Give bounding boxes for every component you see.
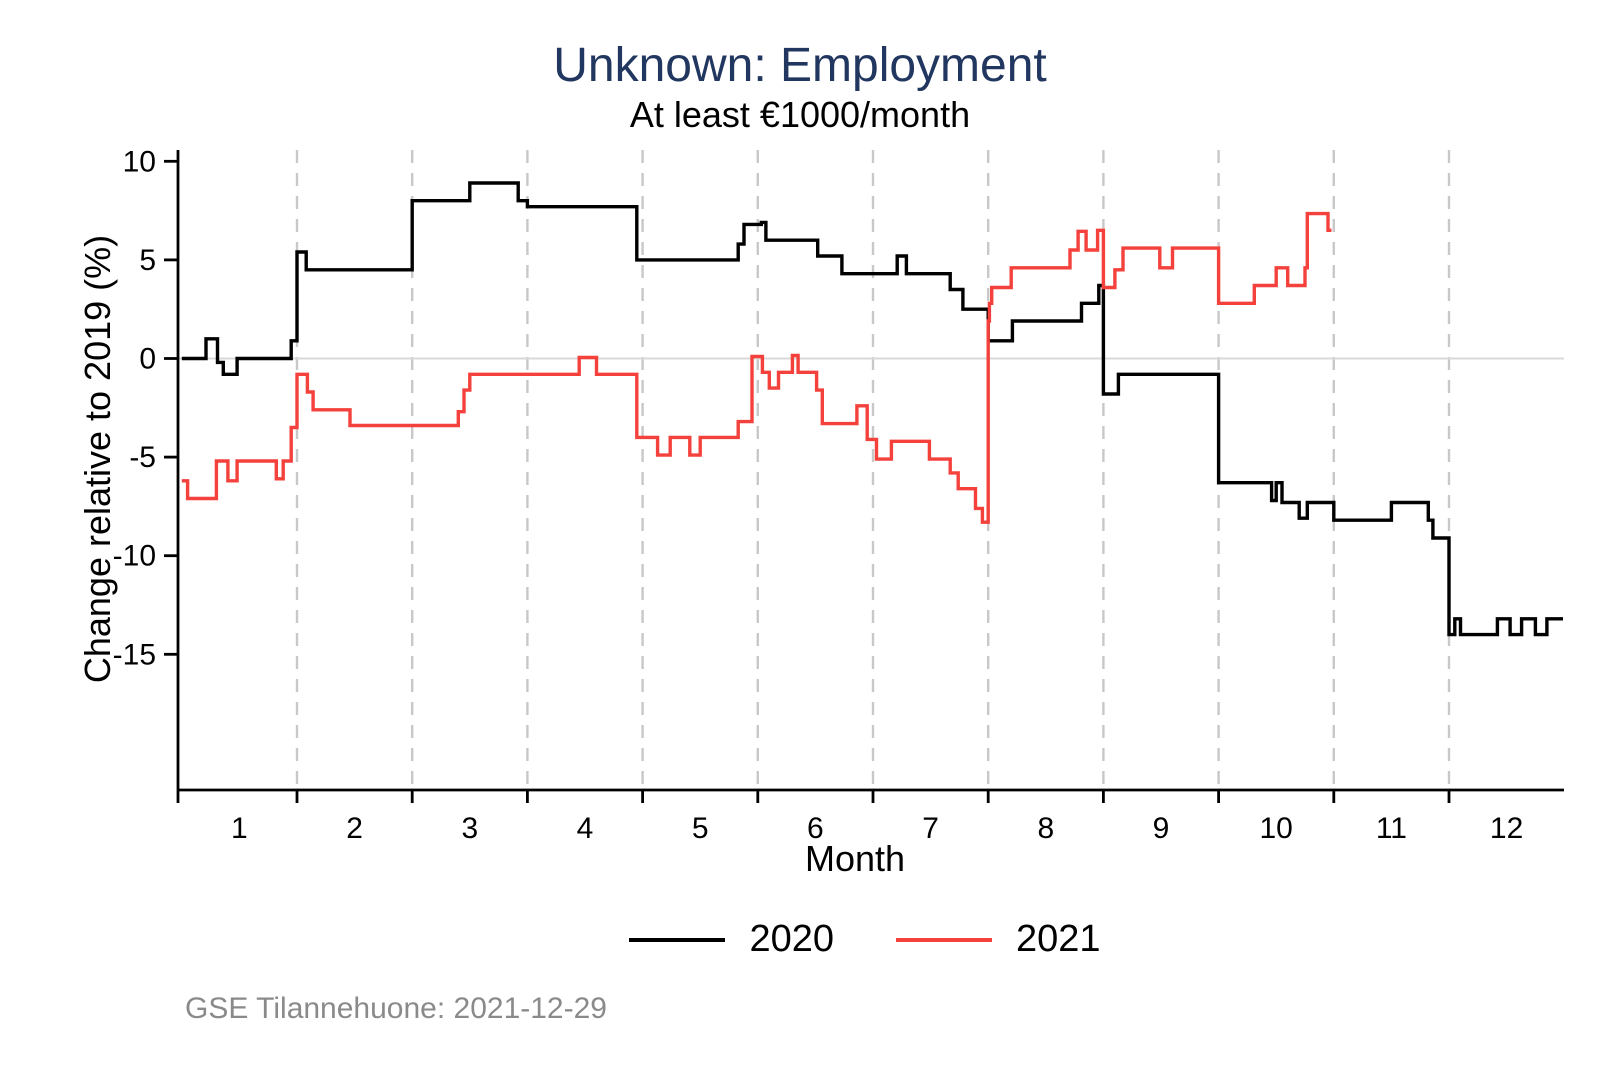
legend-item-2020: 2020 [629, 918, 834, 961]
x-tick-label: 11 [1376, 812, 1407, 845]
x-tick-label: 12 [1490, 812, 1523, 845]
x-tick-label: 8 [1037, 812, 1054, 845]
y-axis-label: Change relative to 2019 (%) [77, 234, 118, 684]
series-line-2020 [181, 181, 1563, 637]
y-tick-label: -5 [129, 441, 156, 474]
legend-line-2021 [896, 937, 992, 942]
legend-item-2021: 2021 [896, 918, 1101, 961]
legend-label-2020: 2020 [749, 918, 834, 960]
legend-line-2020 [629, 937, 726, 942]
y-tick-label: 10 [123, 145, 156, 178]
x-tick-label: 3 [461, 812, 478, 845]
x-tick-label: 6 [807, 812, 824, 845]
x-tick-label: 1 [231, 812, 248, 845]
legend-label-2021: 2021 [1016, 918, 1101, 960]
x-tick-label: 5 [692, 812, 709, 845]
y-tick-label: -15 [113, 638, 156, 671]
x-tick-label: 4 [577, 812, 594, 845]
legend: 2020 2021 [0, 918, 1600, 961]
x-tick-label: 10 [1260, 812, 1293, 845]
chart-title: Unknown: Employment [553, 39, 1047, 92]
x-axis-label: Month [804, 838, 906, 879]
y-tick-label: 5 [139, 244, 156, 277]
footer-note: GSE Tilannehuone: 2021-12-29 [185, 992, 607, 1025]
chart-subtitle: At least €1000/month [629, 94, 971, 135]
x-tick-label: 2 [346, 812, 363, 845]
series-line-2021 [181, 211, 1332, 524]
y-tick-label: -10 [113, 540, 156, 573]
x-tick-label: 9 [1153, 812, 1170, 845]
x-tick-label: 7 [922, 812, 939, 845]
y-tick-label: 0 [139, 343, 156, 376]
